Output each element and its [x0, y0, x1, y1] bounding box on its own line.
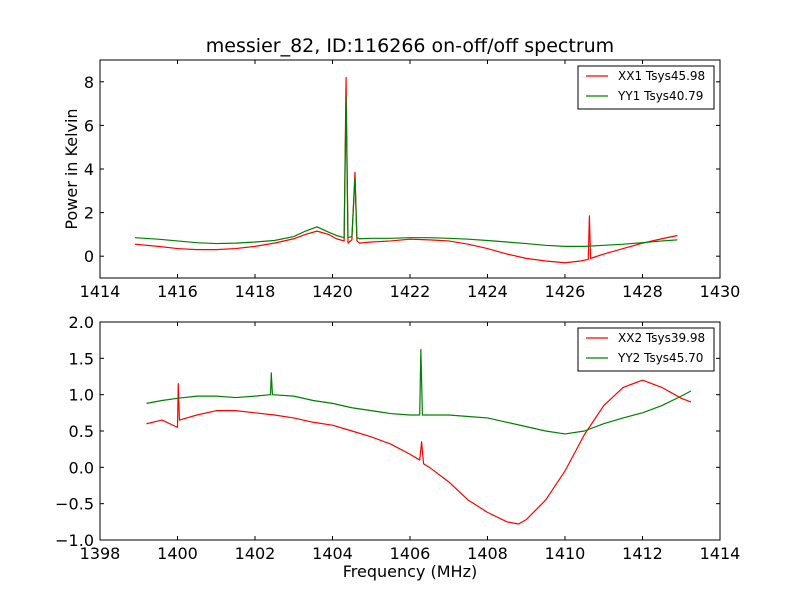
legend-label: YY2 Tsys45.70 [617, 351, 703, 365]
y-tick-label: −1.0 [55, 531, 94, 550]
x-tick-label: 1414 [80, 282, 121, 301]
y-tick-label: 6 [84, 116, 94, 135]
legend-box [577, 65, 715, 110]
y-tick-label: 1.5 [69, 349, 94, 368]
x-axis-label: Frequency (MHz) [343, 562, 477, 581]
plot-panel-1: 1414 1416 1418 1420 1422 1424 1426 1428 1430 0 2 4 6… [62, 35, 740, 301]
x-tick-label: 1402 [235, 544, 276, 563]
y-tick-label: 0.5 [69, 422, 94, 441]
y-tick-label: 2 [84, 204, 94, 223]
x-tick-label: 1398 [80, 544, 121, 563]
y-tick-label: 4 [84, 160, 94, 179]
y-tick-label: −0.5 [55, 495, 94, 514]
y-axis-label: Power in Kelvin [62, 108, 81, 229]
x-tick-label: 1424 [467, 282, 508, 301]
x-tick-label: 1422 [390, 282, 431, 301]
chart-title: messier_82, ID:116266 on-off/off spectru… [206, 35, 614, 57]
legend: XX2 Tsys39.98 YY2 Tsys45.70 [577, 327, 715, 372]
x-tick-label: 1408 [467, 544, 508, 563]
legend: XX1 Tsys45.98 YY1 Tsys40.79 [577, 65, 715, 110]
x-tick-label: 1406 [390, 544, 431, 563]
series-line-2-2 [146, 349, 692, 435]
x-tick-label: 1428 [622, 282, 663, 301]
y-tick-label: 8 [84, 73, 94, 92]
y-tick-label: 0 [84, 247, 94, 266]
x-tick-label: 1426 [545, 282, 586, 301]
y-tick-label: 0.0 [69, 458, 94, 477]
x-tick-label: 1404 [312, 544, 353, 563]
series-line-1-1 [134, 76, 678, 264]
x-tick-label: 1412 [622, 544, 663, 563]
legend-label: XX1 Tsys45.98 [618, 69, 705, 83]
series-line-2-1 [146, 379, 692, 525]
x-tick-label: 1418 [235, 282, 276, 301]
x-tick-label: 1430 [700, 282, 741, 301]
x-tick-label: 1410 [545, 544, 586, 563]
plot-panel-2: 1398 1400 1402 1404 1406 1408 1410 1412 1414 −1.0… [55, 313, 740, 581]
x-tick-label: 1414 [700, 544, 741, 563]
x-tick-label: 1416 [157, 282, 198, 301]
x-tick-label: 1420 [312, 282, 353, 301]
y-tick-label: 2.0 [69, 313, 94, 332]
legend-box [577, 327, 715, 372]
x-tick-label: 1400 [157, 544, 198, 563]
legend-label: YY1 Tsys40.79 [617, 89, 703, 103]
y-tick-label: 1.0 [69, 386, 94, 405]
series-line-1-2 [134, 96, 678, 247]
legend-label: XX2 Tsys39.98 [618, 331, 705, 345]
